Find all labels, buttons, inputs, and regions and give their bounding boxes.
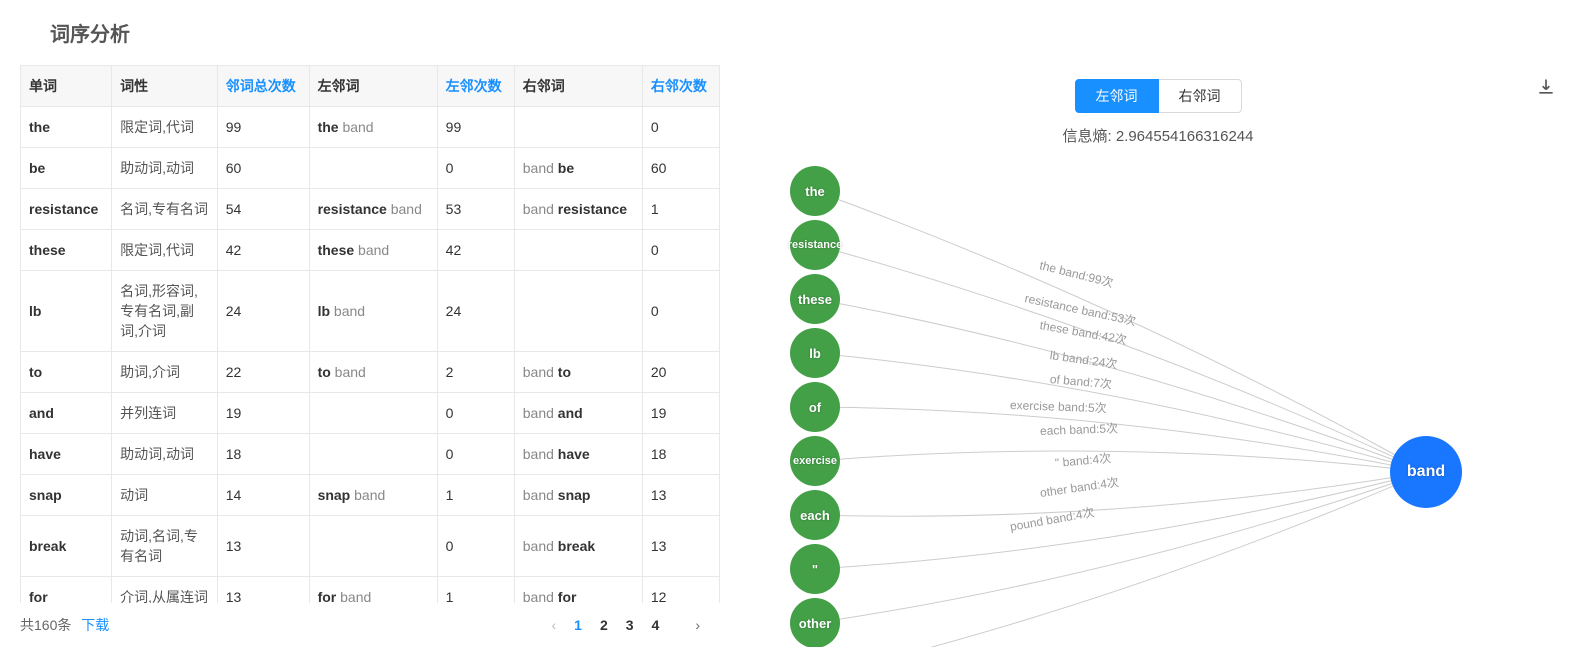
graph-source-node[interactable]: each bbox=[790, 490, 840, 540]
graph-source-node[interactable]: resistance bbox=[790, 220, 840, 270]
page-number[interactable]: 1 bbox=[574, 617, 582, 633]
graph-edge-label: each band:5次 bbox=[1040, 419, 1119, 439]
download-link[interactable]: 下载 bbox=[81, 617, 109, 633]
table-row[interactable]: these限定词,代词42these band420 bbox=[21, 230, 720, 271]
table-row[interactable]: for介词,从属连词13for band1band for12 bbox=[21, 577, 720, 604]
table-row[interactable]: be助动词,动词600band be60 bbox=[21, 148, 720, 189]
table-row[interactable]: and并列连词190band and19 bbox=[21, 393, 720, 434]
total-count: 共160条 bbox=[20, 617, 71, 633]
table-row[interactable]: snap动词14snap band1band snap13 bbox=[21, 475, 720, 516]
graph-source-node[interactable]: the bbox=[790, 166, 840, 216]
graph-target-node[interactable]: band bbox=[1390, 436, 1462, 508]
graph-edge-label: exercise band:5次 bbox=[1010, 396, 1107, 416]
page-number[interactable]: 3 bbox=[626, 617, 634, 633]
table-header: 单词 bbox=[21, 66, 112, 107]
graph-source-node[interactable]: these bbox=[790, 274, 840, 324]
table-row[interactable]: resistance名词,专有名词54resistance band53band… bbox=[21, 189, 720, 230]
table-header[interactable]: 右邻次数 bbox=[642, 66, 719, 107]
graph-source-node[interactable]: exercise bbox=[790, 436, 840, 486]
page-title: 词序分析 bbox=[0, 0, 1596, 65]
table-row[interactable]: have助动词,动词180band have18 bbox=[21, 434, 720, 475]
left-neighbor-tab[interactable]: 左邻词 bbox=[1075, 79, 1159, 113]
entropy-value: 信息熵: 2.964554166316244 bbox=[750, 125, 1566, 146]
next-page-arrow[interactable]: › bbox=[695, 617, 700, 633]
page-number[interactable]: 2 bbox=[600, 617, 608, 633]
table-header: 左邻词 bbox=[309, 66, 437, 107]
pagination: ‹ 1 2 3 4 › bbox=[551, 617, 700, 633]
right-neighbor-tab[interactable]: 右邻词 bbox=[1159, 79, 1242, 113]
table-header[interactable]: 邻词总次数 bbox=[217, 66, 309, 107]
neighbor-toggle: 左邻词 右邻词 bbox=[750, 79, 1566, 113]
graph-source-node[interactable]: " bbox=[790, 544, 840, 594]
download-icon[interactable] bbox=[1536, 77, 1556, 100]
word-order-table: 单词词性邻词总次数左邻词左邻次数右邻词右邻次数 the限定词,代词99the b… bbox=[20, 65, 720, 603]
graph-source-node[interactable]: lb bbox=[790, 328, 840, 378]
table-header: 词性 bbox=[112, 66, 218, 107]
neighbor-graph: thethe band:99次resistanceresistance band… bbox=[750, 156, 1566, 647]
table-row[interactable]: to助词,介词22to band2band to20 bbox=[21, 352, 720, 393]
table-row[interactable]: lb名词,形容词,专有名词,副词,介词24lb band240 bbox=[21, 271, 720, 352]
table-header: 右邻词 bbox=[514, 66, 642, 107]
table-header[interactable]: 左邻次数 bbox=[437, 66, 514, 107]
graph-source-node[interactable]: of bbox=[790, 382, 840, 432]
graph-source-node[interactable]: other bbox=[790, 598, 840, 647]
table-row[interactable]: break动词,名词,专有名词130band break13 bbox=[21, 516, 720, 577]
page-number[interactable]: 4 bbox=[652, 617, 660, 633]
table-row[interactable]: the限定词,代词99the band990 bbox=[21, 107, 720, 148]
prev-page-arrow[interactable]: ‹ bbox=[551, 617, 556, 633]
